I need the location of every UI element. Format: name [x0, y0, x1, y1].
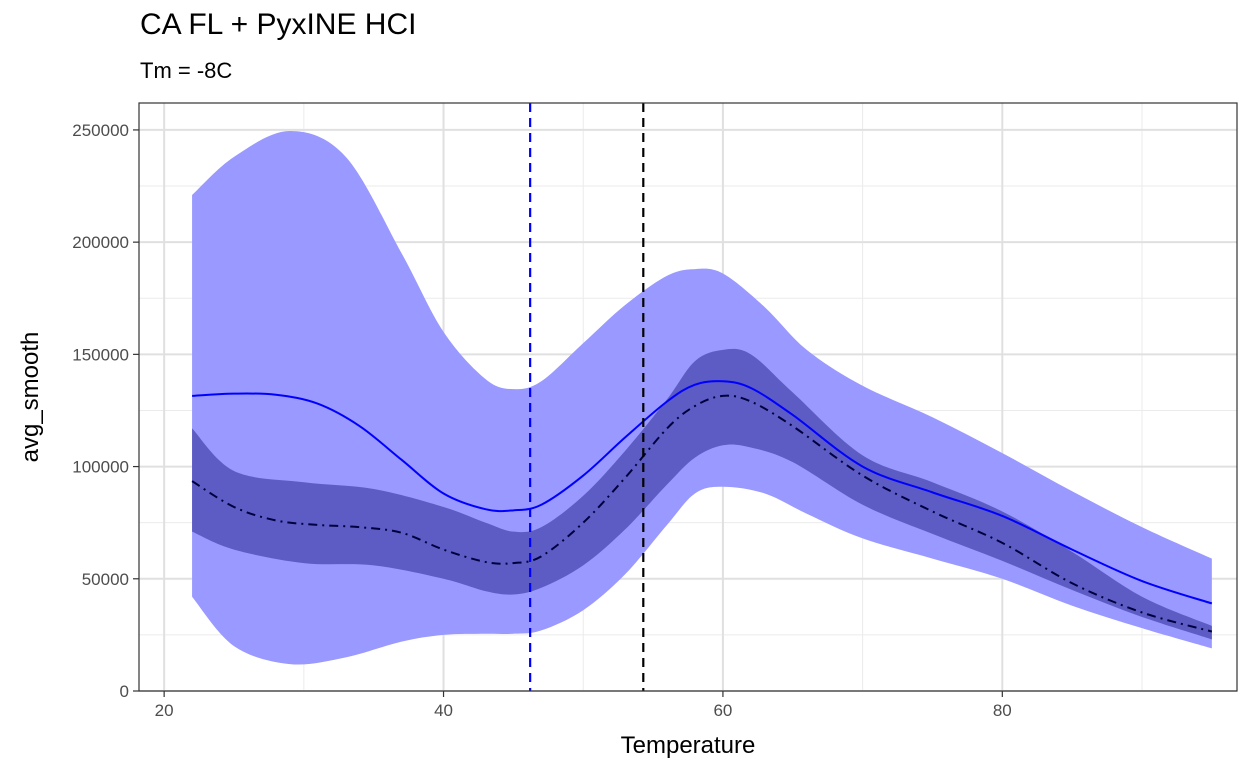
x-tick-label: 40	[434, 701, 453, 720]
x-axis-title: Temperature	[621, 732, 756, 759]
y-tick-label: 50000	[82, 570, 129, 589]
y-tick-label: 150000	[72, 345, 129, 364]
y-tick-label: 0	[120, 682, 129, 701]
confidence-band-2	[192, 348, 1212, 640]
y-tick-label: 200000	[72, 233, 129, 252]
x-tick-label: 20	[155, 701, 174, 720]
x-tick-label: 80	[993, 701, 1012, 720]
series-line-1	[192, 380, 1213, 605]
chart-subtitle: Tm = -8C	[140, 58, 233, 83]
series-line-2	[191, 394, 1213, 633]
reference-lines	[529, 103, 645, 691]
confidence-bands	[192, 131, 1212, 665]
series-lines	[191, 380, 1213, 633]
x-tick-label: 60	[713, 701, 732, 720]
y-tick-labels: 0 50000 100000 150000 200000 250000	[72, 121, 129, 701]
y-tick-label: 100000	[72, 458, 129, 477]
plot-panel-border	[138, 102, 1238, 692]
y-tick-label: 250000	[72, 121, 129, 140]
x-tick-labels: 20 40 60 80	[155, 701, 1012, 720]
chart-title: CA FL + PyxINE HCI	[140, 8, 417, 41]
y-axis-title: avg_smooth	[17, 332, 44, 463]
axis-ticks	[133, 129, 1003, 697]
